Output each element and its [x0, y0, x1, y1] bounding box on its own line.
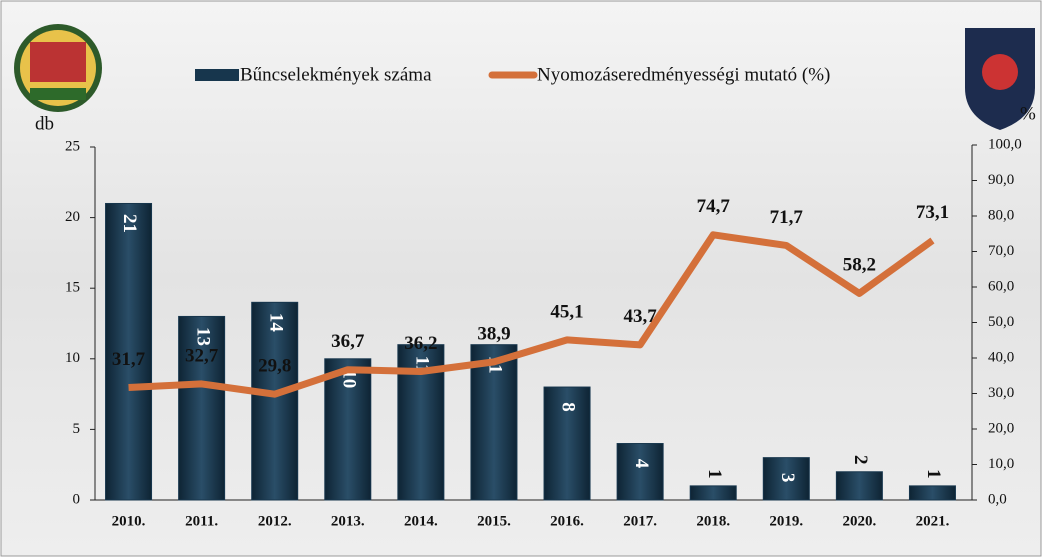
x-tick-label: 2017. [623, 513, 657, 529]
y-tick-label: 20 [65, 209, 80, 225]
x-tick-label: 2014. [404, 513, 438, 529]
bar [324, 358, 372, 501]
line-value-label: 32,7 [185, 345, 219, 366]
bar-value-label: 21 [119, 214, 140, 233]
y2-tick-label: 90,0 [988, 172, 1014, 188]
x-tick-label: 2020. [843, 513, 877, 529]
bar-value-label: 1 [704, 469, 725, 479]
logo-right [965, 28, 1035, 130]
x-tick-label: 2019. [769, 513, 803, 529]
x-tick-label: 2015. [477, 513, 511, 529]
y2-tick-label: 70,0 [988, 243, 1014, 259]
y-tick-label: 5 [73, 421, 81, 437]
bar-value-label: 1 [923, 469, 944, 479]
legend-swatch [195, 69, 239, 81]
line-value-label: 73,1 [916, 202, 949, 223]
y2-tick-label: 40,0 [988, 349, 1014, 365]
y2-tick-label: 30,0 [988, 385, 1014, 401]
bar [908, 485, 956, 501]
line-value-label: 45,1 [550, 301, 583, 322]
bar [616, 443, 664, 501]
line [128, 231, 935, 398]
bar [251, 301, 299, 501]
y2-tick-label: 50,0 [988, 314, 1014, 330]
y2-tick-label: 100,0 [988, 136, 1022, 152]
bar [835, 471, 883, 501]
bar [470, 344, 518, 501]
bar [762, 457, 810, 501]
y2-tick-label: 80,0 [988, 207, 1014, 223]
x-tick-label: 2021. [916, 513, 950, 529]
y2-tick-label: 10,0 [988, 456, 1014, 472]
bar [689, 485, 737, 501]
bar-value-label: 13 [192, 327, 213, 346]
bar-value-label: 4 [631, 459, 652, 469]
y-tick-label: 0 [73, 491, 81, 507]
bar-value-label: 8 [558, 402, 579, 412]
legend-label: Nyomozáseredményességi mutató (%) [537, 64, 830, 85]
bar-value-label: 2 [850, 455, 871, 465]
x-tick-label: 2012. [258, 513, 292, 529]
x-tick-label: 2018. [696, 513, 730, 529]
x-tick-label: 2011. [185, 513, 218, 529]
line-value-label: 43,7 [624, 306, 658, 327]
line-value-label: 38,9 [477, 323, 510, 344]
y2-tick-label: 60,0 [988, 278, 1014, 294]
bar [105, 202, 153, 501]
logo-left [14, 24, 102, 112]
y2-tick-label: 0,0 [988, 491, 1007, 507]
x-tick-label: 2016. [550, 513, 584, 529]
x-tick-label: 2010. [112, 513, 146, 529]
line-value-label: 58,2 [843, 255, 876, 276]
y-axis-label: db [35, 113, 54, 134]
line-value-label: 71,7 [770, 207, 804, 228]
y2-tick-label: 20,0 [988, 420, 1014, 436]
line-value-label: 74,7 [697, 196, 731, 217]
bar-value-label: 3 [777, 473, 798, 483]
legend-label: Bűncselekmények száma [240, 64, 432, 85]
y-tick-label: 25 [65, 138, 80, 154]
bar-value-label: 14 [265, 313, 286, 333]
y2-axis-label: % [1020, 103, 1036, 124]
line-value-label: 31,7 [112, 349, 146, 370]
line-value-label: 36,2 [404, 333, 437, 354]
bar [178, 315, 226, 501]
y-tick-label: 10 [65, 350, 80, 366]
line-value-label: 29,8 [258, 356, 291, 377]
bar [543, 386, 591, 501]
y-tick-label: 15 [65, 280, 80, 296]
line-value-label: 36,7 [331, 331, 365, 352]
x-tick-label: 2013. [331, 513, 365, 529]
